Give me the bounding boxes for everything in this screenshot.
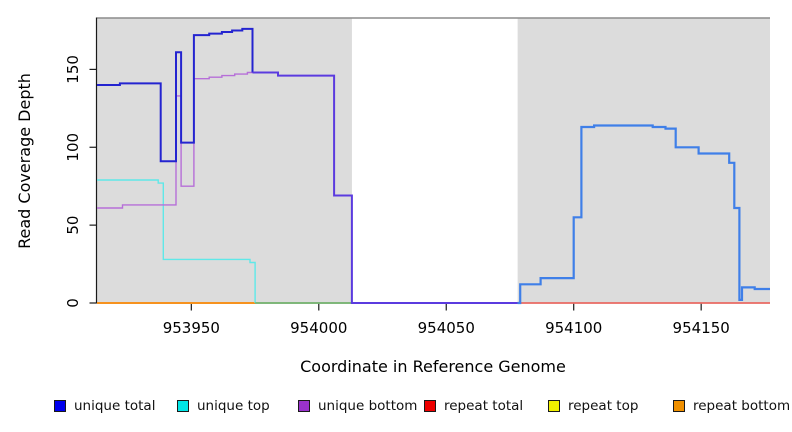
series-line-unique-bottom xyxy=(97,71,253,209)
legend-item-repeat-bottom: repeat bottom xyxy=(673,398,790,414)
legend-label: repeat top xyxy=(568,398,639,414)
legend-label: unique top xyxy=(197,398,270,414)
legend-item-unique-total: unique total xyxy=(54,398,155,414)
series-line-unique-total-left-block- xyxy=(97,27,254,163)
x-tick-label-3: 954100 xyxy=(545,319,602,337)
shaded-regions xyxy=(97,18,770,303)
legend-label: unique bottom xyxy=(318,398,418,414)
shaded-region-0 xyxy=(97,18,352,303)
legend-swatch-unique-top xyxy=(177,400,189,412)
legend-item-unique-bottom: unique bottom xyxy=(298,398,417,414)
series-line-unique-total-unique-bottom-overlap xyxy=(252,71,518,304)
legend: unique total unique top unique bottom re… xyxy=(0,0,792,414)
legend-label: repeat total xyxy=(444,398,524,414)
shaded-region-1 xyxy=(517,18,770,303)
y-axis-title: Read Coverage Depth xyxy=(15,73,34,249)
legend-item-repeat-total: repeat total xyxy=(424,398,523,414)
legend-swatch-repeat-bottom xyxy=(673,400,685,412)
legend-item-repeat-top: repeat top xyxy=(548,398,638,414)
x-tick-label-4: 954150 xyxy=(673,319,730,337)
x-tick-label-1: 954000 xyxy=(290,319,347,337)
legend-label: repeat bottom xyxy=(693,398,791,414)
legend-swatch-unique-total xyxy=(54,400,66,412)
x-tick-label-2: 954050 xyxy=(418,319,475,337)
series-line-unique-top xyxy=(97,179,256,303)
x-axis-ticks: 953950 954000 954050 954100 954150 xyxy=(163,303,730,337)
y-axis-ticks: 0 50 100 150 xyxy=(64,55,97,308)
y-tick-label-2: 100 xyxy=(64,133,82,162)
y-tick-label-0: 0 xyxy=(64,298,82,308)
legend-swatch-unique-bottom xyxy=(298,400,310,412)
legend-swatch-repeat-top xyxy=(548,400,560,412)
x-axis-title: Coordinate in Reference Genome xyxy=(300,357,566,376)
y-tick-label-1: 50 xyxy=(64,216,82,235)
series-lines xyxy=(97,27,770,305)
series-line-unique-total-right-block- xyxy=(517,124,770,305)
legend-swatch-repeat-total xyxy=(424,400,436,412)
legend-item-unique-top: unique top xyxy=(177,398,270,414)
x-tick-label-0: 953950 xyxy=(163,319,220,337)
y-tick-label-3: 150 xyxy=(64,55,82,84)
legend-label: unique total xyxy=(74,398,156,414)
